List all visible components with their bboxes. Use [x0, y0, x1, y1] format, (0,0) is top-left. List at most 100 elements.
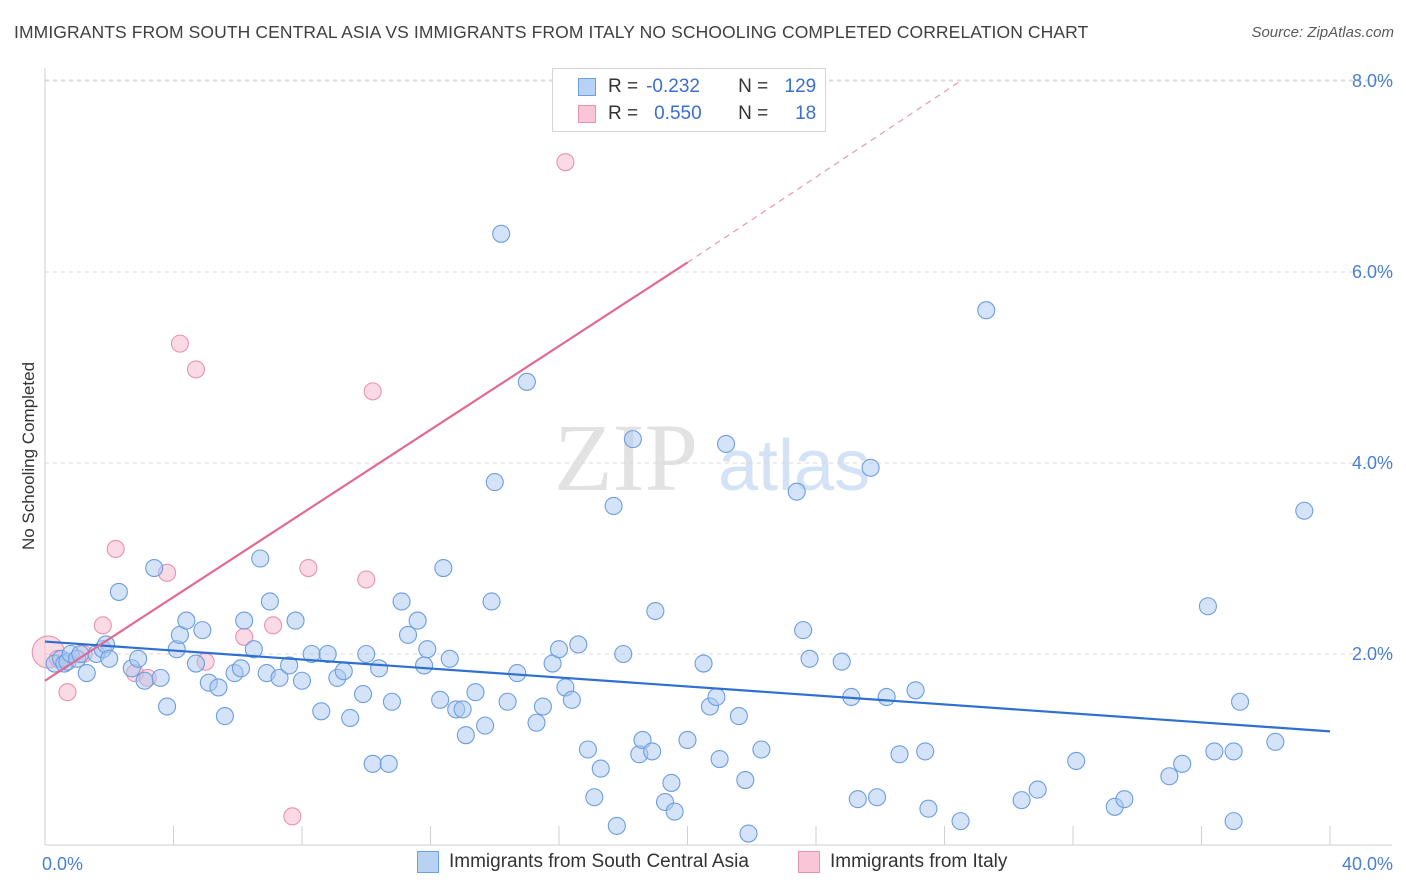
- south-central-asia-point: [398, 625, 418, 644]
- south-central-asia-point: [353, 685, 373, 704]
- south-central-asia-point: [392, 592, 411, 611]
- legend-n-value: 18: [795, 103, 817, 124]
- south-central-asia-point: [800, 649, 819, 668]
- south-central-asia-point: [1028, 780, 1047, 799]
- south-central-asia-point: [286, 611, 305, 630]
- south-central-asia-point: [678, 730, 697, 750]
- watermark: ZIP atlas: [554, 404, 870, 511]
- south-central-asia-point: [1205, 742, 1224, 761]
- south-central-asia-point: [549, 640, 569, 659]
- y-axis-label: No Schooling Completed: [19, 362, 38, 550]
- south-central-asia-point: [861, 458, 880, 477]
- south-central-asia-point: [916, 742, 935, 761]
- south-central-asia-point: [578, 740, 597, 759]
- south-central-asia-point: [736, 771, 755, 790]
- south-central-asia-point: [1198, 597, 1217, 616]
- south-central-asia-point: [623, 430, 642, 449]
- south-central-asia-point: [334, 662, 353, 681]
- x-tick-label: 40.0%: [1342, 854, 1393, 874]
- south-central-asia-point: [260, 592, 279, 611]
- south-central-asia-point: [177, 611, 196, 630]
- y-tick-label: 6.0%: [1352, 262, 1393, 282]
- south-central-asia-point: [109, 582, 128, 601]
- south-central-asia-point: [363, 754, 382, 773]
- south-central-asia-point: [235, 611, 254, 630]
- pink-trendline: [44, 261, 689, 682]
- south-central-asia-point: [919, 799, 938, 818]
- south-central-asia-point: [729, 707, 748, 726]
- source-label: Source: ZipAtlas.com: [1251, 24, 1394, 41]
- south-central-asia-point: [370, 659, 389, 678]
- south-central-asia-point: [665, 802, 684, 821]
- south-central-asia-point: [585, 788, 604, 807]
- south-central-asia-point: [382, 692, 402, 711]
- y-tick-label: 2.0%: [1352, 644, 1393, 664]
- south-central-asia-point: [498, 692, 517, 711]
- south-central-asia-point: [1224, 742, 1243, 761]
- south-central-asia-point: [434, 558, 453, 578]
- south-central-asia-point: [244, 640, 263, 659]
- south-central-asia-point: [877, 687, 896, 707]
- legend-r-value: -0.232: [646, 76, 700, 97]
- south-central-asia-point: [562, 690, 581, 709]
- italy-point: [283, 807, 302, 826]
- south-central-asia-point: [145, 558, 164, 578]
- south-central-asia-point: [231, 659, 251, 678]
- south-central-asia-point: [129, 649, 148, 668]
- south-central-asia-point: [292, 671, 312, 690]
- south-central-asia-point: [716, 434, 736, 453]
- south-central-asia-point: [867, 788, 887, 807]
- italy-point: [106, 539, 125, 559]
- south-central-asia-point: [415, 656, 434, 675]
- bottom-legend-label: Immigrants from South Central Asia: [449, 851, 749, 872]
- south-central-asia-point: [482, 592, 501, 611]
- legend-n-label: N =: [738, 103, 769, 124]
- bottom-legend-label: Immigrants from Italy: [830, 851, 1008, 872]
- south-central-asia-point: [1012, 791, 1031, 810]
- bottom-legend-pink: Immigrants from Italy: [798, 851, 1007, 873]
- series-south-central-asia-points: [45, 224, 1314, 843]
- south-central-asia-point: [643, 742, 662, 761]
- bottom-legend-blue: Immigrants from South Central Asia: [417, 851, 749, 873]
- south-central-asia-point: [186, 654, 206, 673]
- south-central-asia-point: [485, 473, 504, 492]
- south-central-asia-point: [440, 649, 459, 668]
- south-central-asia-point: [341, 708, 360, 728]
- south-central-asia-point: [100, 649, 119, 668]
- south-central-asia-point: [662, 773, 681, 792]
- legend-swatch-blue: [578, 78, 596, 96]
- south-central-asia-point: [408, 611, 427, 630]
- south-central-asia-point: [492, 224, 511, 243]
- bottom-legend-swatch-pink: [798, 851, 820, 873]
- grid-lines: [45, 79, 1392, 655]
- south-central-asia-point: [312, 702, 331, 721]
- axes: [44, 68, 1392, 846]
- south-central-asia-point: [251, 549, 270, 568]
- italy-point: [186, 360, 206, 379]
- italy-point: [363, 382, 382, 401]
- italy-point: [556, 153, 575, 172]
- south-central-asia-point: [77, 664, 96, 683]
- tick-labels: 2.0% 4.0% 6.0% 8.0% 0.0% 40.0%: [42, 71, 1393, 874]
- legend-r-value: 0.550: [654, 103, 702, 124]
- south-central-asia-point: [456, 726, 475, 745]
- south-central-asia-point: [135, 671, 154, 690]
- south-central-asia-point: [270, 668, 289, 687]
- legend-n-label: N =: [738, 76, 769, 97]
- south-central-asia-point: [569, 635, 588, 654]
- south-central-asia-point: [318, 644, 337, 664]
- legend-swatch-pink: [578, 105, 596, 123]
- italy-point: [299, 558, 318, 578]
- south-central-asia-point: [607, 816, 626, 835]
- legend-r-label: R =: [608, 103, 639, 124]
- bottom-legend-swatch-blue: [417, 851, 439, 873]
- south-central-asia-point: [527, 713, 546, 732]
- south-central-asia-point: [1160, 767, 1179, 786]
- south-central-asia-point: [379, 754, 398, 773]
- trendlines: [44, 80, 1331, 733]
- correlation-legend: R = -0.232 N = 129 R = 0.550 N = 18: [552, 68, 826, 132]
- legend-row-blue: R = -0.232 N = 129: [553, 74, 816, 100]
- south-central-asia-point: [591, 759, 610, 778]
- italy-point: [58, 683, 77, 702]
- south-central-asia-point: [1173, 754, 1192, 773]
